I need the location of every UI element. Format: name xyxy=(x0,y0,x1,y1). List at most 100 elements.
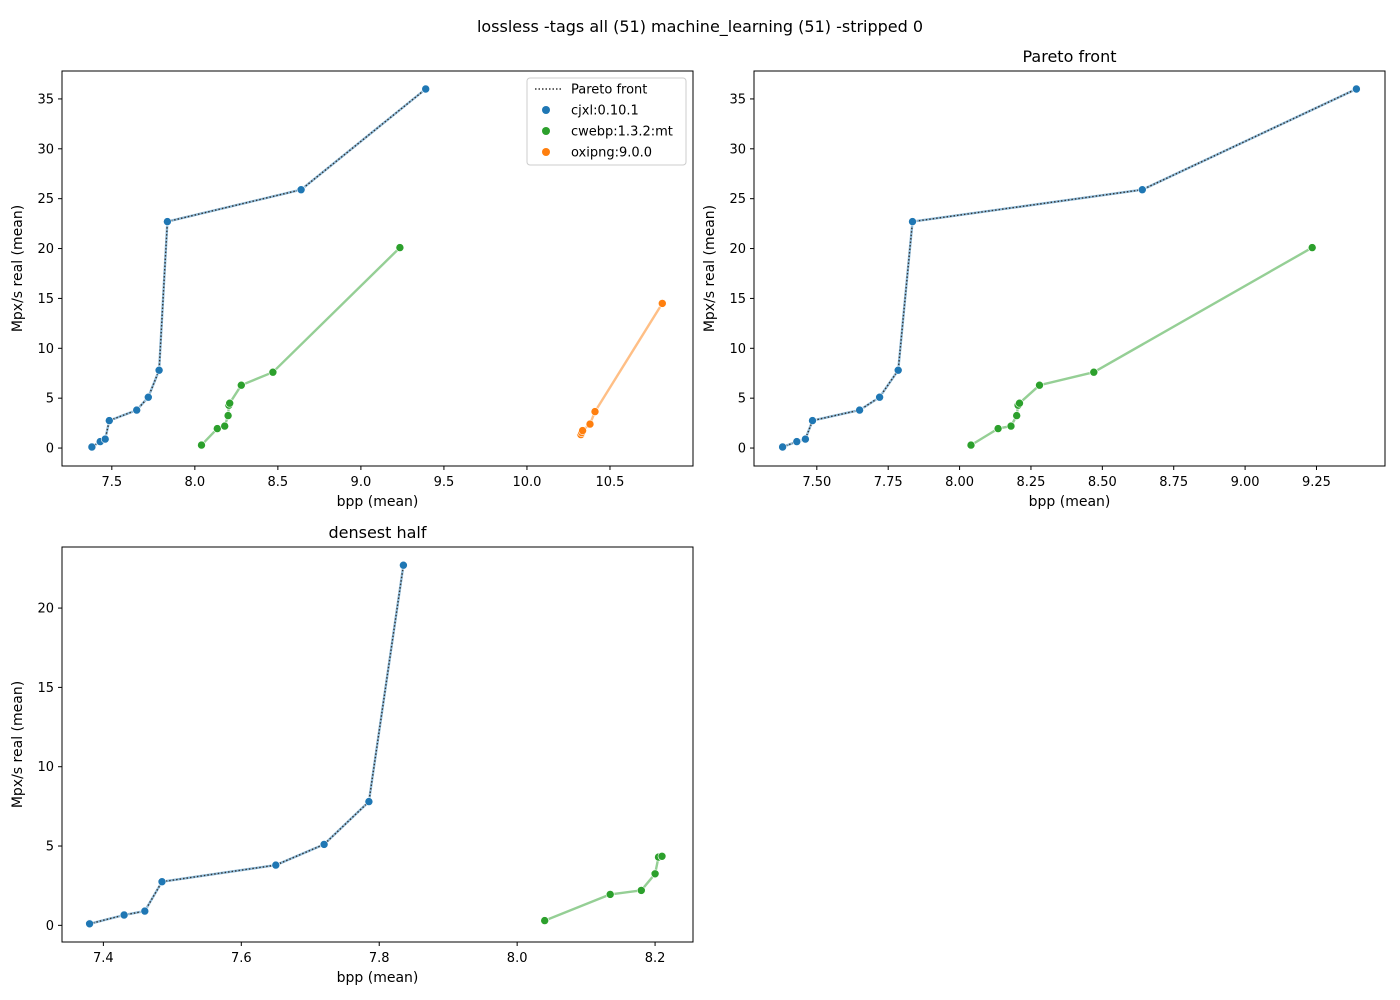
data-point-cjxl:0.10.1 xyxy=(855,405,864,415)
x-tick-label: 10.0 xyxy=(512,475,541,490)
legend: Pareto front cjxl:0.10.1 cwebp:1.3.2:mt oxi… xyxy=(526,77,687,166)
data-point-cjxl:0.10.1 xyxy=(893,365,903,375)
data-point-cwebp:1.3.2:mt xyxy=(213,424,222,433)
chart-panel-1: 7.5 8.0 8.5 9.0 9.5 10.0 10.5 0 5 10 15 20 25 30 35 bpp… xyxy=(10,70,694,510)
data-point-cwebp:1.3.2:mt xyxy=(1089,367,1099,377)
data-point-cjxl:0.10.1 xyxy=(778,442,787,452)
plot-frame xyxy=(753,70,1386,467)
x-tick-label: 7.8 xyxy=(369,951,390,966)
y-axis-label: Mpx/s real (mean) xyxy=(702,205,718,332)
y-tick-label: 5 xyxy=(738,392,746,407)
data-point-cjxl:0.10.1 xyxy=(144,392,153,402)
data-point-cjxl:0.10.1 xyxy=(364,797,374,806)
chart-panel-2: 7.50 7.75 8.00 8.25 8.50 8.75 9.00 9.25 0 5 10 15 20… xyxy=(702,47,1386,510)
data-point-cjxl:0.10.1 xyxy=(875,392,884,402)
legend-marker-swatch xyxy=(542,127,550,135)
data-point-cjxl:0.10.1 xyxy=(908,217,917,226)
data-point-cwebp:1.3.2:mt xyxy=(223,411,233,420)
y-tick-label: 0 xyxy=(46,442,54,457)
data-point-cwebp:1.3.2:mt xyxy=(237,380,246,390)
data-point-cwebp:1.3.2:mt xyxy=(220,421,229,431)
data-point-cjxl:0.10.1 xyxy=(421,84,431,94)
data-point-cjxl:0.10.1 xyxy=(319,840,329,849)
x-tick-label: 8.25 xyxy=(1016,475,1045,490)
y-tick-label: 30 xyxy=(729,142,746,157)
data-point-cjxl:0.10.1 xyxy=(271,860,281,870)
data-point-cjxl:0.10.1 xyxy=(808,416,817,425)
series-line-cwebp:1.3.2:mt xyxy=(970,246,1313,447)
plot-frame xyxy=(61,70,694,467)
legend-box xyxy=(526,77,687,166)
legend-label: cwebp:1.3.2:mt xyxy=(571,125,673,140)
data-point-cwebp:1.3.2:mt xyxy=(1035,380,1044,390)
x-tick-label: 7.5 xyxy=(101,475,122,490)
data-point-cjxl:0.10.1 xyxy=(119,910,129,920)
y-tick-label: 5 xyxy=(46,392,54,407)
data-point-cwebp:1.3.2:mt xyxy=(1012,411,1022,420)
data-point-cwebp:1.3.2:mt xyxy=(197,440,206,450)
y-axis-label: Mpx/s real (mean) xyxy=(10,205,26,332)
x-tick-label: 8.0 xyxy=(507,951,528,966)
data-point-cwebp:1.3.2:mt xyxy=(657,851,667,861)
data-point-cjxl:0.10.1 xyxy=(157,877,167,887)
figure-title: lossless -tags all (51) machine_learning… xyxy=(476,17,924,36)
data-point-cjxl:0.10.1 xyxy=(140,906,150,916)
series-line-cjxl:0.10.1 xyxy=(91,88,427,449)
data-point-cjxl:0.10.1 xyxy=(132,405,141,415)
x-tick-label: 7.50 xyxy=(802,475,831,490)
data-point-cjxl:0.10.1 xyxy=(154,365,164,375)
x-tick-label: 9.0 xyxy=(351,475,372,490)
y-tick-label: 10 xyxy=(37,342,54,357)
x-tick-label: 8.75 xyxy=(1159,475,1188,490)
pareto-front-line xyxy=(89,565,405,925)
data-point-cwebp:1.3.2:mt xyxy=(605,890,615,899)
data-point-cjxl:0.10.1 xyxy=(163,217,172,226)
y-tick-label: 30 xyxy=(37,142,54,157)
data-point-cwebp:1.3.2:mt xyxy=(225,398,234,408)
x-tick-label: 9.00 xyxy=(1231,475,1260,490)
series-line-cjxl:0.10.1 xyxy=(782,87,1357,449)
y-tick-label: 15 xyxy=(729,292,746,307)
y-axis-label: Mpx/s real (mean) xyxy=(10,681,26,808)
x-tick-label: 8.5 xyxy=(268,475,289,490)
x-tick-label: 10.5 xyxy=(595,475,624,490)
y-tick-label: 5 xyxy=(46,840,54,855)
data-point-cwebp:1.3.2:mt xyxy=(993,424,1003,433)
y-tick-label: 0 xyxy=(738,442,746,457)
legend-marker-swatch xyxy=(542,148,550,156)
data-point-cjxl:0.10.1 xyxy=(105,416,114,425)
y-tick-label: 25 xyxy=(37,192,54,207)
pareto-front-line xyxy=(91,88,427,448)
x-tick-label: 7.4 xyxy=(93,951,114,966)
data-point-oxipng:9.0.0 xyxy=(585,419,595,429)
panel-title: Pareto front xyxy=(1022,47,1116,66)
data-point-cjxl:0.10.1 xyxy=(792,437,802,446)
data-point-cjxl:0.10.1 xyxy=(1352,84,1361,94)
x-tick-label: 8.50 xyxy=(1088,475,1117,490)
x-tick-label: 8.0 xyxy=(184,475,205,490)
data-point-cjxl:0.10.1 xyxy=(399,560,408,570)
data-point-cwebp:1.3.2:mt xyxy=(636,886,646,895)
data-point-cwebp:1.3.2:mt xyxy=(966,440,976,450)
data-point-cwebp:1.3.2:mt xyxy=(1307,243,1317,252)
y-tick-label: 15 xyxy=(37,292,54,307)
x-tick-label: 7.75 xyxy=(874,475,903,490)
y-tick-label: 20 xyxy=(37,602,54,617)
legend-label: cjxl:0.10.1 xyxy=(571,104,639,119)
data-point-oxipng:9.0.0 xyxy=(590,407,600,416)
y-tick-label: 25 xyxy=(729,192,746,207)
y-tick-label: 20 xyxy=(729,242,746,257)
data-point-cjxl:0.10.1 xyxy=(87,442,97,452)
chart-panel-3: 7.4 7.6 7.8 8.0 8.2 0 5 10 15 20 bpp (mean) Mpx/s r… xyxy=(10,523,694,986)
x-axis-label: bpp (mean) xyxy=(337,970,419,986)
data-point-cwebp:1.3.2:mt xyxy=(1006,421,1016,431)
y-tick-label: 10 xyxy=(37,760,54,775)
y-tick-label: 0 xyxy=(46,919,54,934)
x-tick-label: 8.2 xyxy=(645,951,666,966)
x-tick-label: 7.6 xyxy=(231,951,252,966)
data-point-cwebp:1.3.2:mt xyxy=(395,243,405,252)
panel-title: densest half xyxy=(328,523,426,542)
data-point-cjxl:0.10.1 xyxy=(801,434,810,444)
x-tick-label: 8.00 xyxy=(945,475,974,490)
data-point-cwebp:1.3.2:mt xyxy=(268,367,278,377)
